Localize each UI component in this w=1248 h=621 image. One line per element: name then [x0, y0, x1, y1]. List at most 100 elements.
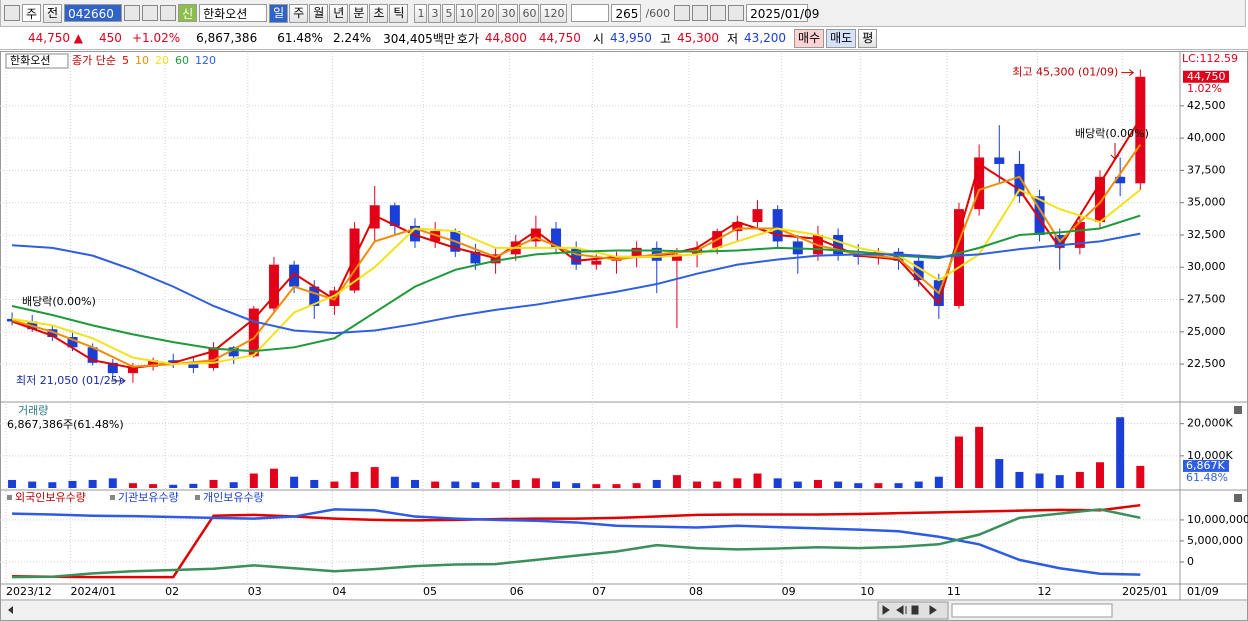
prev-button[interactable]: 전: [43, 3, 63, 23]
candle-body: [953, 209, 964, 306]
tool-icon[interactable]: [674, 5, 691, 21]
candle-body: [530, 228, 541, 242]
sound-icon[interactable]: [160, 5, 177, 21]
volume: 6,867,386: [196, 31, 258, 45]
date-input[interactable]: 2025/01/09: [746, 4, 819, 22]
volume-subtitle: 6,867,386주(61.48%): [7, 418, 124, 431]
buy-button[interactable]: 매수: [794, 28, 825, 48]
volume-bar: [471, 482, 480, 488]
volume-bar: [209, 479, 218, 488]
legend-entry: 기관보유수량: [118, 491, 179, 504]
moving-average: [11, 214, 1141, 353]
volume-bar: [834, 481, 843, 488]
interval-button[interactable]: 3: [428, 3, 442, 23]
count-max: /600: [645, 6, 671, 20]
count-input[interactable]: 265: [611, 4, 642, 22]
arrow: [110, 377, 126, 385]
volume-bar: [290, 476, 299, 488]
y-tick-label: 22,500: [1187, 357, 1226, 370]
legend-name: 한화오션: [10, 54, 50, 67]
avg-button[interactable]: 평: [858, 28, 878, 48]
settings-icon[interactable]: [728, 5, 745, 21]
x-tick-label: 2024/01: [70, 585, 116, 598]
candle-body: [289, 264, 300, 287]
volume-bar: [350, 471, 359, 488]
volume-ratio: 61.48%: [277, 31, 323, 45]
low-annotation: 최저 21,050 (01/25): [16, 374, 122, 387]
last-volume-ratio: 61.48%: [1186, 471, 1228, 484]
interval-input[interactable]: [571, 4, 610, 22]
sell-button[interactable]: 매도: [826, 28, 857, 48]
period-button[interactable]: 년: [329, 3, 349, 23]
interval-button[interactable]: 120: [540, 3, 568, 23]
y-tick-label: 27,500: [1187, 293, 1226, 306]
candle-body: [228, 347, 239, 357]
scroll-thumb: [951, 603, 1113, 618]
candle-body: [67, 336, 78, 348]
volume-bar: [108, 478, 117, 488]
interval-button[interactable]: 10: [456, 3, 477, 23]
chart: 2023/12 2024/01 02 03 04 05 06 07 08 09 10 11 12 2025…: [0, 51, 1248, 621]
volume-bar: [48, 482, 57, 488]
last-volume: 6,867K: [1186, 459, 1225, 472]
volume-bar: [491, 482, 500, 488]
period-select[interactable]: 주: [22, 4, 42, 22]
menu-icon[interactable]: [4, 5, 20, 21]
open-label: 시: [592, 31, 604, 46]
volume-bar: [249, 473, 258, 488]
candle-body: [591, 260, 602, 265]
candle-body: [551, 228, 562, 248]
volume-bar: [652, 479, 661, 488]
interval-button[interactable]: 5: [442, 3, 456, 23]
period-button[interactable]: 틱: [389, 3, 409, 23]
period-button[interactable]: 초: [369, 3, 389, 23]
dropdown[interactable]: [124, 5, 141, 21]
legend-swatch: [7, 495, 12, 500]
volume-bar: [934, 476, 943, 488]
search-icon[interactable]: [142, 5, 159, 21]
volume-bar: [310, 479, 319, 488]
interval-button[interactable]: 60: [519, 3, 540, 23]
name-input[interactable]: 한화오션: [199, 4, 268, 22]
period-button[interactable]: 월: [309, 3, 329, 23]
interval-button[interactable]: 20: [477, 3, 498, 23]
candle-body: [470, 251, 481, 264]
volume-bar: [1035, 473, 1044, 488]
volume-bar: [813, 479, 822, 488]
last-price-box: [1183, 70, 1229, 83]
interval-button[interactable]: 30: [498, 3, 519, 23]
candle-body: [268, 264, 279, 309]
candle-body: [208, 347, 219, 368]
code-input[interactable]: 042660: [64, 4, 123, 22]
volume-bar: [914, 481, 923, 488]
volume-bar: [411, 479, 420, 488]
tool-icon[interactable]: [710, 5, 727, 21]
candle-body: [248, 308, 259, 357]
x-tick-label: 04: [332, 585, 346, 598]
amount: 304,405백만: [383, 31, 455, 46]
period-button[interactable]: 주: [289, 3, 309, 23]
period-button[interactable]: 일: [269, 3, 289, 23]
volume-bar: [713, 481, 722, 488]
tool-icon[interactable]: [692, 5, 709, 21]
volume-bar: [995, 459, 1004, 488]
volume-bar: [269, 468, 278, 488]
bid: 44,750: [538, 31, 581, 45]
new-tag: 신: [178, 4, 198, 22]
high: 45,300: [677, 31, 719, 45]
candle-body: [430, 231, 441, 242]
legend-entry: 60: [175, 54, 189, 67]
volume-bar: [28, 481, 37, 488]
volume-bar: [975, 426, 984, 488]
volume-bar: [793, 481, 802, 488]
volume-bar: [693, 481, 702, 488]
volume-bar: [1136, 465, 1145, 488]
volume-bar: [1055, 475, 1064, 488]
volume-bar: [128, 483, 137, 488]
period-button[interactable]: 분: [349, 3, 369, 23]
arrow: [1110, 143, 1120, 160]
interval-button[interactable]: 1: [414, 3, 428, 23]
volume-bar: [773, 478, 782, 488]
